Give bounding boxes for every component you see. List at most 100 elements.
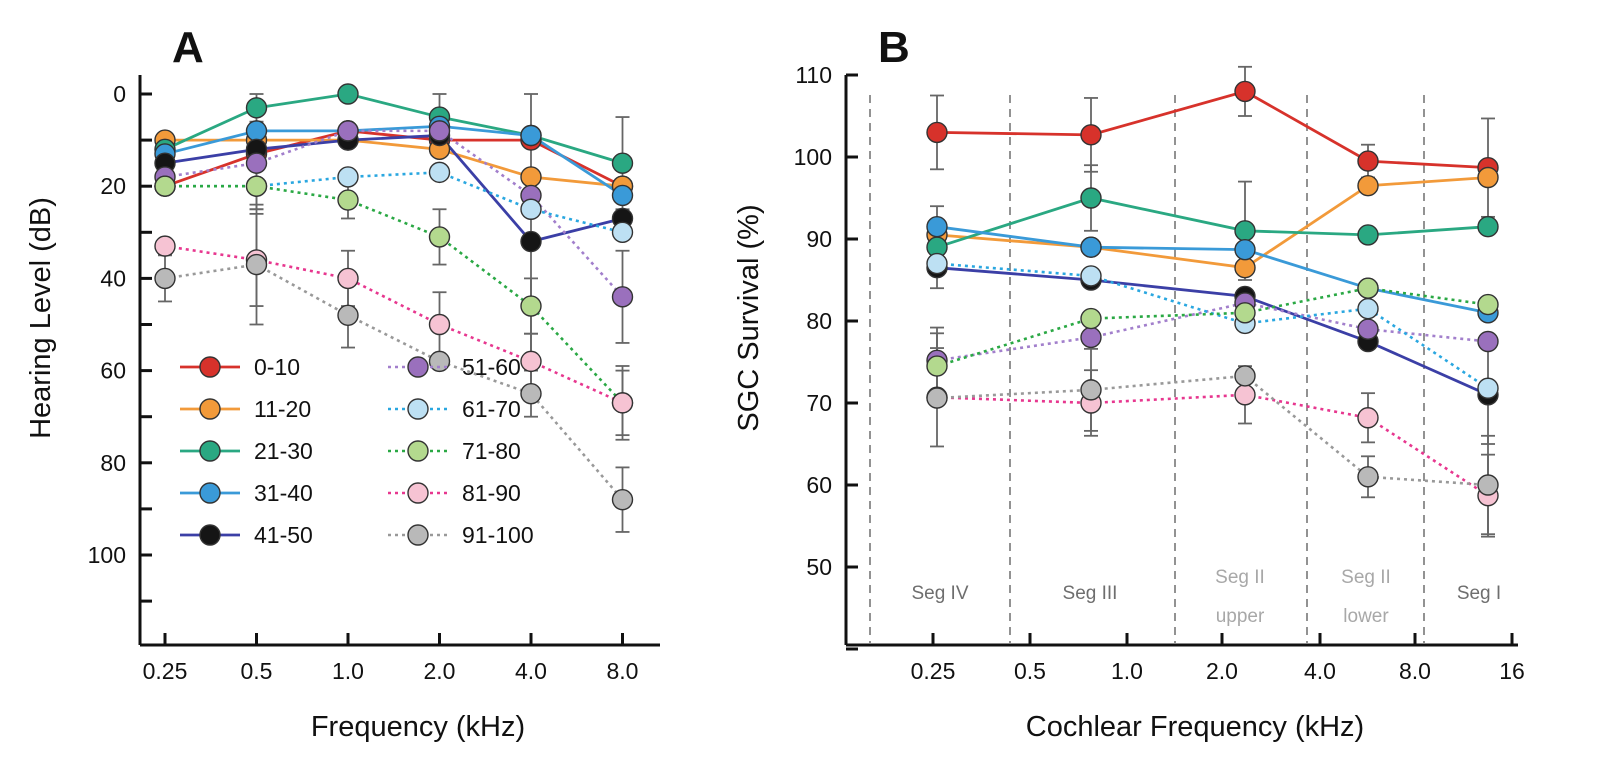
point-0-10	[926, 121, 948, 144]
x-tick-label: 1.0	[332, 658, 364, 684]
point-91-100	[428, 350, 451, 373]
point-21-30	[337, 83, 359, 105]
x-tick-label: 2.0	[1206, 658, 1238, 684]
point-91-100	[926, 387, 948, 409]
point-21-30	[1357, 224, 1379, 246]
x-tick-label: 1.0	[1111, 658, 1143, 684]
point-81-90	[1357, 407, 1379, 429]
legend-marker-81-90	[407, 482, 429, 504]
point-81-90	[428, 313, 451, 336]
point-91-100	[520, 382, 542, 405]
segment-label: Seg IV	[911, 583, 968, 604]
point-11-20	[1357, 174, 1379, 197]
legend-marker-31-40	[199, 482, 221, 504]
point-0-10	[1080, 124, 1102, 146]
point-71-80	[1477, 293, 1499, 316]
x-tick-label: 4.0	[515, 658, 547, 684]
point-21-30	[1234, 220, 1256, 242]
point-71-80	[337, 189, 359, 211]
series-line-31-40	[936, 225, 1489, 315]
segment-label: Seg II	[1341, 567, 1391, 588]
point-81-90	[1234, 384, 1256, 406]
point-31-40	[1080, 236, 1102, 258]
panel-a-legend: 0-10 11-20 21-30 31-40 41-50 51-60 61-70 71-80 8…	[180, 354, 534, 548]
y-tick-label: 100	[794, 144, 832, 170]
point-91-100	[245, 253, 268, 276]
x-tick-label: 0.5	[1014, 658, 1046, 684]
point-61-70	[611, 221, 634, 244]
point-51-60	[611, 286, 634, 308]
panel-b: B 50 60 70 80 90 100 110 0.25 0.5 1.0 2.0 4.0 8.0 16 S…	[733, 23, 1525, 743]
panel-a-letter: A	[172, 23, 204, 72]
panel-a-axes: 0 20 40 60 80 100 0.25 0.5 1.0 2.0 4.0 8.0	[88, 75, 660, 684]
series-line-0-10	[936, 89, 1489, 170]
point-0-10	[1357, 150, 1379, 172]
legend-label-81-90: 81-90	[462, 480, 521, 506]
panel-b-series	[926, 65, 1499, 538]
segment-sublabel: lower	[1343, 606, 1389, 627]
point-51-60	[245, 152, 268, 174]
legend-label-91-100: 91-100	[462, 522, 534, 548]
point-71-80	[926, 355, 948, 377]
series-line-21-30	[936, 196, 1489, 249]
legend-marker-41-50	[199, 524, 221, 546]
series-line-21-30	[164, 92, 623, 165]
y-tick-label: 80	[100, 450, 126, 476]
series-line-91-100	[936, 374, 1489, 487]
panel-a: A 0 20 40 60 80 100 0.25 0.5 1.0 2.0 4.0 8.0 0-10 11…	[25, 23, 660, 743]
point-81-90	[337, 267, 359, 290]
y-tick-label: 40	[100, 265, 126, 291]
y-tick-label: 90	[806, 226, 832, 252]
legend-label-11-20: 11-20	[254, 396, 311, 422]
point-91-100	[1477, 474, 1499, 496]
legend-marker-21-30	[199, 440, 221, 462]
series-line-51-60	[936, 301, 1489, 362]
point-61-70	[926, 252, 948, 275]
point-51-60	[1080, 326, 1102, 349]
point-51-60	[337, 120, 359, 142]
point-91-100	[154, 267, 176, 290]
series-line-41-50	[936, 266, 1489, 397]
series-line-51-60	[164, 129, 624, 298]
series-line-61-70	[165, 171, 623, 234]
point-51-60	[1477, 330, 1499, 353]
x-tick-label: 8.0	[1399, 658, 1431, 684]
point-21-30	[1477, 215, 1499, 238]
point-31-40	[1234, 238, 1256, 261]
x-tick-label: 0.25	[911, 658, 956, 684]
series-line-71-80	[165, 184, 624, 404]
segment-label: Seg II	[1215, 567, 1265, 588]
point-21-30	[611, 152, 634, 174]
panel-a-x-axis-title: Frequency (kHz)	[311, 711, 525, 743]
point-11-20	[520, 166, 542, 188]
panel-b-letter: B	[878, 23, 910, 72]
point-21-30	[1080, 187, 1102, 209]
point-31-40	[520, 124, 542, 147]
y-tick-label: 20	[100, 173, 126, 199]
point-61-70	[1080, 265, 1102, 287]
y-tick-label: 60	[806, 472, 832, 498]
legend-marker-71-80	[407, 440, 429, 462]
point-81-90	[154, 235, 176, 257]
point-61-70	[337, 166, 359, 188]
legend-marker-61-70	[407, 398, 429, 420]
point-11-20	[1477, 166, 1499, 189]
point-41-50	[520, 230, 542, 253]
legend-marker-51-60	[407, 356, 429, 378]
legend-marker-11-20	[199, 398, 221, 420]
x-tick-label: 8.0	[607, 658, 639, 684]
point-91-100	[611, 488, 634, 511]
legend-label-31-40: 31-40	[254, 480, 313, 506]
series-line-31-40	[164, 124, 624, 197]
point-21-30	[245, 97, 268, 119]
point-81-90	[611, 392, 634, 414]
panel-a-y-axis-title: Hearing Level (dB)	[25, 197, 57, 439]
y-tick-label: 60	[100, 358, 126, 384]
segment-sublabel: upper	[1216, 606, 1265, 627]
segment-label: Seg I	[1457, 583, 1501, 604]
x-tick-label: 16	[1499, 658, 1525, 684]
point-31-40	[926, 215, 948, 238]
series-line-71-80	[936, 286, 1489, 368]
point-81-90	[520, 350, 542, 373]
